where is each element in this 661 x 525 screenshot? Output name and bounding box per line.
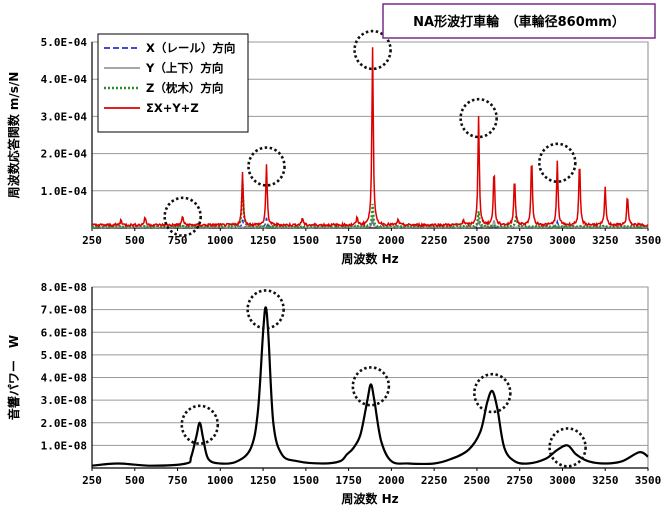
chart2-xtick-label: 2750	[506, 474, 533, 487]
legend-label: X（レール）方向	[146, 41, 235, 55]
chart2-ytick-label: 5.0E-08	[41, 349, 87, 362]
chart1-xtick-label: 1000	[207, 234, 234, 247]
chart2-series-line-1	[91, 306, 649, 467]
chart1-xtick-label: 3000	[549, 234, 576, 247]
chart2-ytick-label: 8.0E-08	[41, 281, 87, 294]
chart2-xtick-label: 2500	[464, 474, 491, 487]
chart2-xtick-label: 1500	[293, 474, 320, 487]
legend-label: ΣX+Y+Z	[146, 101, 199, 115]
chart2-highlight-circle	[246, 289, 285, 330]
chart1-ytick-label: 2.0E-04	[41, 148, 88, 161]
chart2-xtick-label: 3000	[549, 474, 576, 487]
chart1-xtick-label: 2000	[378, 234, 405, 247]
chart1-series-line-3	[91, 181, 649, 230]
chart2-ytick-label: 3.0E-08	[41, 394, 87, 407]
chart1-xtick-label: 750	[168, 234, 188, 247]
chart1-ytick-label: 1.0E-04	[41, 185, 88, 198]
chart2-xtick-label: 500	[125, 474, 145, 487]
chart1-xtick-label: 1250	[250, 234, 277, 247]
chart1-xtick-label: 3250	[592, 234, 619, 247]
chart1-highlight-circle	[353, 29, 392, 71]
chart2-ytick-label: 7.0E-08	[41, 304, 87, 317]
legend-label: Z（枕木）方向	[146, 81, 223, 95]
chart2-xtick-label: 750	[168, 474, 188, 487]
chart2-xtick-label: 2000	[378, 474, 405, 487]
chart1-ytick-label: 5.0E-04	[41, 36, 88, 49]
legend-label: Y（上下）方向	[145, 61, 223, 75]
chart2-xtick-label: 2250	[421, 474, 448, 487]
chart1-series-line-4	[92, 47, 649, 229]
chart2-ytick-label: 6.0E-08	[41, 326, 87, 339]
chart1-ytick-label: 3.0E-04	[41, 110, 88, 123]
title-box	[382, 3, 656, 39]
chart1-xtick-label: 250	[82, 234, 102, 247]
chart2-xtick-label: 1750	[335, 474, 362, 487]
chart1-highlight-circle	[538, 142, 577, 183]
chart1-highlight-circle	[163, 196, 202, 237]
chart2-ytick-label: 4.0E-08	[41, 372, 87, 385]
chart1-highlight-circle	[459, 97, 498, 139]
chart1-xtick-label: 1500	[293, 234, 320, 247]
legend-box	[97, 33, 249, 133]
chart2-highlight-circle	[351, 366, 391, 407]
chart2-highlight-circle	[180, 404, 220, 445]
chart2-xtick-label: 3250	[592, 474, 619, 487]
chart1-highlight-circle	[247, 146, 286, 187]
chart1-ytick-label: 4.0E-04	[41, 73, 88, 86]
chart2-ytick-label: 1.0E-08	[41, 439, 87, 452]
chart2-highlight-circle	[548, 427, 587, 468]
chart1-xtick-label: 500	[125, 234, 145, 247]
chart1-xtick-label: 2500	[464, 234, 491, 247]
chart2-y-axis-title: 音響パワー W	[6, 335, 21, 420]
chart2-xtick-label: 3500	[635, 474, 661, 487]
chart1-xtick-label: 2750	[506, 234, 533, 247]
chart2-ytick-label: 2.0E-08	[41, 417, 87, 430]
chart2-x-axis-title: 周波数 Hz	[341, 491, 398, 506]
chart2-xtick-label: 1250	[250, 474, 277, 487]
chart1-xtick-label: 1750	[335, 234, 362, 247]
chart1-xtick-label: 2250	[421, 234, 448, 247]
chart2-xtick-label: 1000	[207, 474, 234, 487]
chart-title: NA形波打車輪 （車輪径860mm）	[413, 14, 625, 30]
chart1-x-axis-title: 周波数 Hz	[341, 251, 398, 266]
chart1-y-axis-title: 周波数応答関数 m/s/N	[6, 72, 21, 199]
chart2-highlight-circle	[473, 372, 512, 414]
chart1-xtick-label: 3500	[635, 234, 661, 247]
chart2-xtick-label: 250	[82, 474, 102, 487]
